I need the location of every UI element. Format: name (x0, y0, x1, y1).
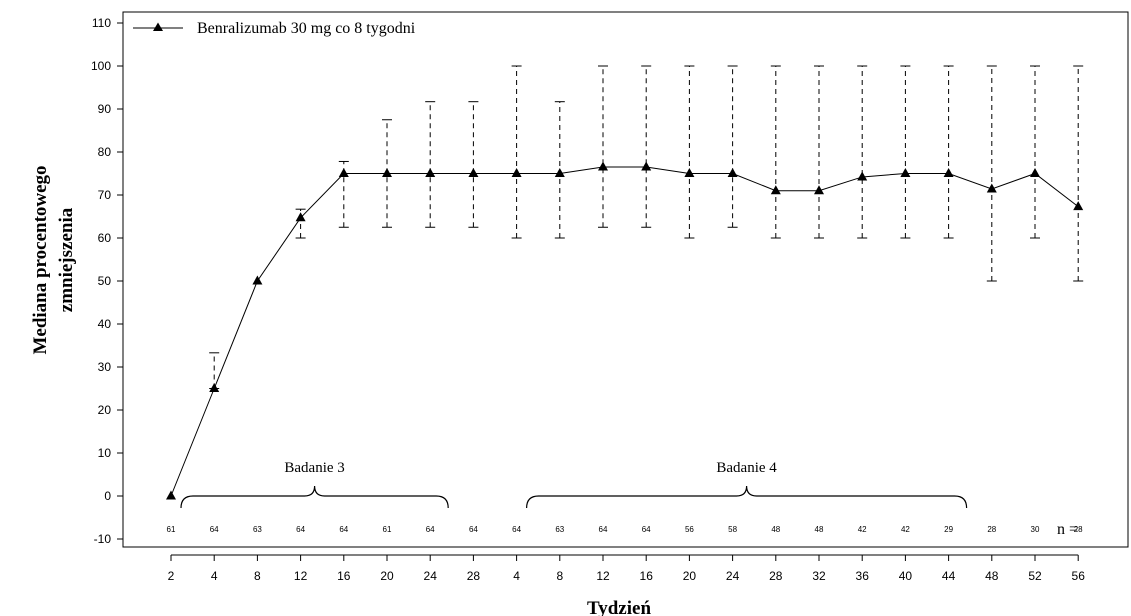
data-point (338, 168, 349, 177)
n-value: 58 (728, 525, 737, 534)
data-point (209, 383, 220, 392)
y-tick-label: 100 (91, 59, 111, 73)
n-value: 48 (815, 525, 824, 534)
x-tick-label: 12 (294, 569, 308, 583)
n-value: 64 (469, 525, 478, 534)
x-tick-label: 20 (683, 569, 697, 583)
x-tick-label: 52 (1028, 569, 1042, 583)
n-value: 28 (1074, 525, 1083, 534)
n-value: 64 (642, 525, 651, 534)
n-value: 61 (167, 525, 176, 534)
data-point (295, 212, 306, 222)
series-line (170, 166, 1079, 497)
y-tick-label: 20 (98, 403, 112, 417)
data-point (727, 168, 738, 177)
y-tick-label: 60 (98, 231, 112, 245)
data-point (468, 168, 479, 177)
n-value: 42 (901, 525, 910, 534)
n-label: n = (1057, 521, 1078, 538)
y-tick-label: 0 (104, 489, 111, 503)
y-tick-label: -10 (94, 532, 112, 546)
data-point (1030, 168, 1040, 177)
data-point (857, 171, 868, 181)
x-tick-label: 32 (812, 569, 826, 583)
data-point (554, 168, 565, 177)
y-tick-label: 10 (98, 446, 112, 460)
n-value: 64 (512, 525, 521, 534)
data-point (425, 168, 436, 177)
y-tick-label: 50 (98, 274, 112, 288)
y-tick-label: 70 (98, 188, 112, 202)
study-brace (180, 485, 449, 509)
x-tick-label: 8 (556, 569, 563, 583)
legend-marker-icon (153, 22, 163, 31)
y-tick-label: 80 (98, 145, 112, 159)
legend: Benralizumab 30 mg co 8 tygodni (133, 20, 416, 37)
x-tick-label: 4 (211, 569, 218, 583)
x-tick-label: 16 (337, 569, 351, 583)
y-axis-label-line-2: zmniejszenia (56, 207, 77, 312)
x-tick-label: 40 (899, 569, 913, 583)
x-tick-label: 36 (856, 569, 870, 583)
legend-entry: Benralizumab 30 mg co 8 tygodni (197, 20, 416, 37)
n-row: 61 64 63 64 64 61 64 64 64 63 64 64 56 58 48 48 42 42 29 28… (167, 525, 1084, 534)
x-tick-label: 28 (467, 569, 481, 583)
x-tick-label: 56 (1072, 569, 1086, 583)
x-tick-label: 2 (168, 569, 175, 583)
plot-frame (122, 11, 1129, 548)
x-tick-label: 16 (640, 569, 654, 583)
data-point (641, 161, 652, 171)
data-point (511, 168, 522, 177)
data-point (1073, 201, 1084, 211)
n-value: 64 (599, 525, 608, 534)
n-value: 64 (339, 525, 348, 534)
data-point (986, 183, 997, 193)
data-point (382, 168, 392, 177)
x-axis: 2 4 8 12 16 20 24 28 4 8 12 16 20 24 28 32 36 40 44 48 52 56 (168, 554, 1086, 583)
n-value: 64 (296, 525, 305, 534)
data-point (598, 161, 608, 171)
n-value: 63 (555, 525, 564, 534)
data-point (684, 168, 695, 177)
n-value: 28 (987, 525, 996, 534)
y-tick-label: 30 (98, 360, 112, 374)
data-point (814, 185, 824, 195)
n-value: 42 (858, 525, 867, 534)
data-point (943, 168, 954, 177)
x-tick-label: 48 (985, 569, 999, 583)
series (166, 161, 1084, 500)
data-point (770, 185, 781, 195)
data-point (166, 490, 176, 500)
y-tick-label: 90 (98, 102, 112, 116)
y-axis: -10 0 10 20 30 40 50 60 70 80 90 100 110 (91, 16, 124, 546)
n-value: 61 (383, 525, 392, 534)
y-tick-label: 110 (92, 16, 111, 30)
x-tick-label: 20 (380, 569, 394, 583)
x-tick-label: 24 (726, 569, 740, 583)
study-label: Badanie 4 (716, 460, 777, 476)
x-tick-label: 44 (942, 569, 956, 583)
study-braces: Badanie 3 Badanie 4 (180, 460, 968, 509)
n-value: 63 (253, 525, 262, 534)
n-value: 56 (685, 525, 694, 534)
n-value: 48 (771, 525, 780, 534)
x-tick-label: 12 (596, 569, 610, 583)
x-axis-label: Tydzień (587, 598, 651, 616)
x-tick-label: 8 (254, 569, 261, 583)
n-value: 30 (1031, 525, 1040, 534)
study-brace (526, 485, 968, 509)
y-axis-label-line-1: Mediana procentowego (30, 165, 51, 354)
n-value: 64 (426, 525, 435, 534)
data-point (900, 168, 911, 177)
x-tick-label: 24 (424, 569, 438, 583)
n-value: 29 (944, 525, 953, 534)
data-point (252, 275, 263, 285)
study-label: Badanie 3 (284, 460, 344, 476)
y-tick-label: 40 (98, 317, 112, 331)
x-tick-label: 28 (769, 569, 783, 583)
x-tick-label: 4 (513, 569, 520, 583)
error-bars (209, 65, 1084, 389)
n-value: 64 (210, 525, 219, 534)
